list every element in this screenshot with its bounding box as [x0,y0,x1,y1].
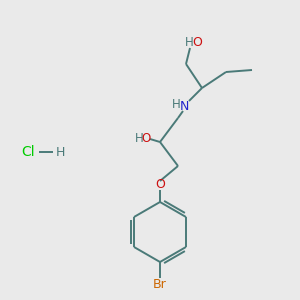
Text: N: N [179,100,189,112]
Text: H: H [55,146,65,158]
Text: H: H [184,35,194,49]
Text: H: H [172,98,180,110]
Text: Br: Br [153,278,167,292]
Text: O: O [192,35,202,49]
Text: O: O [155,178,165,191]
Text: H: H [135,133,143,146]
Text: Cl: Cl [21,145,35,159]
Text: O: O [141,133,151,146]
